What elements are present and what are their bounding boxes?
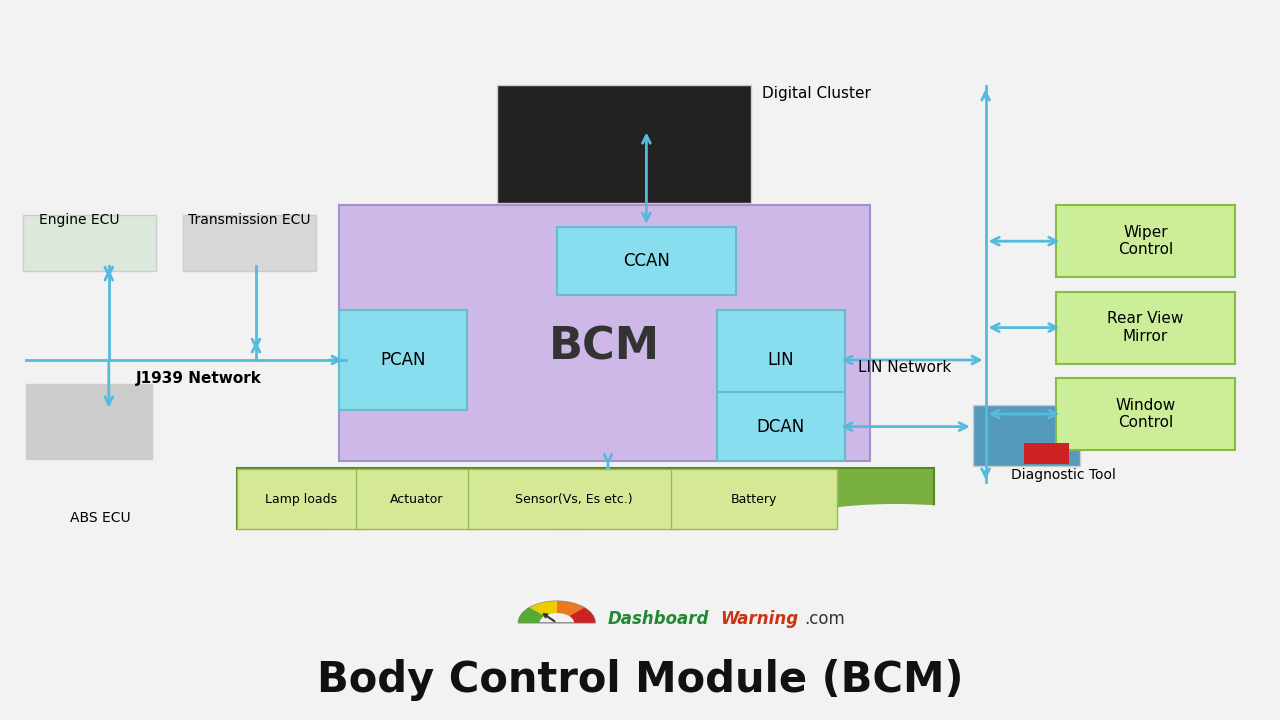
Text: ABS ECU: ABS ECU xyxy=(69,511,131,526)
FancyBboxPatch shape xyxy=(557,227,736,295)
FancyBboxPatch shape xyxy=(237,468,934,529)
Text: LIN Network: LIN Network xyxy=(858,360,951,374)
FancyBboxPatch shape xyxy=(26,384,152,459)
Text: Lamp loads: Lamp loads xyxy=(265,492,337,506)
Text: CCAN: CCAN xyxy=(623,252,669,270)
FancyBboxPatch shape xyxy=(237,469,365,529)
Text: J1939 Network: J1939 Network xyxy=(136,371,261,385)
FancyBboxPatch shape xyxy=(717,310,845,410)
FancyBboxPatch shape xyxy=(671,469,837,529)
FancyBboxPatch shape xyxy=(717,392,845,461)
Text: Battery: Battery xyxy=(731,492,777,506)
FancyBboxPatch shape xyxy=(468,469,680,529)
Text: Window
Control: Window Control xyxy=(1115,397,1176,430)
Text: Transmission ECU: Transmission ECU xyxy=(188,212,311,227)
Text: Actuator: Actuator xyxy=(390,492,443,506)
Text: LIN: LIN xyxy=(768,351,794,369)
FancyBboxPatch shape xyxy=(1056,205,1235,277)
FancyBboxPatch shape xyxy=(973,405,1080,466)
Text: Engine ECU: Engine ECU xyxy=(40,212,119,227)
FancyBboxPatch shape xyxy=(1056,378,1235,450)
Text: DCAN: DCAN xyxy=(756,418,805,436)
Text: Wiper
Control: Wiper Control xyxy=(1117,225,1174,257)
FancyBboxPatch shape xyxy=(339,205,870,461)
Ellipse shape xyxy=(580,504,804,547)
FancyBboxPatch shape xyxy=(356,469,477,529)
Ellipse shape xyxy=(783,504,1009,547)
Wedge shape xyxy=(557,601,584,616)
Text: Digital Cluster: Digital Cluster xyxy=(762,86,870,101)
Ellipse shape xyxy=(330,504,553,547)
FancyBboxPatch shape xyxy=(1024,443,1069,464)
Text: Rear View
Mirror: Rear View Mirror xyxy=(1107,311,1184,343)
Text: Diagnostic Tool: Diagnostic Tool xyxy=(1011,468,1116,482)
Text: Sensor(Vs, Es etc.): Sensor(Vs, Es etc.) xyxy=(516,492,632,506)
Wedge shape xyxy=(530,601,557,616)
FancyBboxPatch shape xyxy=(1056,292,1235,364)
Text: PCAN: PCAN xyxy=(380,351,426,369)
Text: Body Control Module (BCM): Body Control Module (BCM) xyxy=(316,660,964,701)
Text: .com: .com xyxy=(804,610,845,628)
Text: Warning: Warning xyxy=(721,610,799,628)
Text: BCM: BCM xyxy=(549,326,660,369)
FancyBboxPatch shape xyxy=(339,310,467,410)
FancyBboxPatch shape xyxy=(23,215,156,271)
Wedge shape xyxy=(518,608,544,623)
Wedge shape xyxy=(570,608,595,623)
Text: Dashboard: Dashboard xyxy=(608,610,709,628)
FancyBboxPatch shape xyxy=(497,85,751,203)
FancyBboxPatch shape xyxy=(183,215,316,271)
